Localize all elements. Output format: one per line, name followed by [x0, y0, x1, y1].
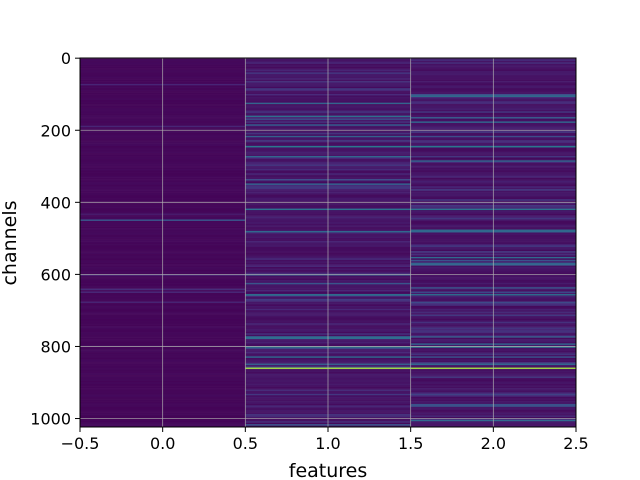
y-tick-label: 800 — [40, 337, 71, 356]
x-tick-label: 0.5 — [233, 434, 258, 453]
plot-area — [79, 57, 577, 428]
y-tick-label: 1000 — [30, 410, 71, 429]
x-axis: −0.5 0.0 0.5 1.0 1.5 2.0 2.5 — [61, 427, 589, 453]
x-axis-label: features — [289, 460, 368, 480]
x-tick-label: 2.5 — [563, 434, 588, 453]
y-axis-label: channels — [0, 200, 21, 285]
x-tick-label: 0.0 — [150, 434, 175, 453]
y-tick-label: 600 — [40, 265, 71, 284]
y-axis: 0 200 400 600 800 1000 — [30, 49, 80, 429]
y-tick-label: 400 — [40, 193, 71, 212]
y-tick-label: 200 — [40, 121, 71, 140]
x-tick-label: 2.0 — [481, 434, 506, 453]
x-tick-label: 1.5 — [398, 434, 423, 453]
y-tick-label: 0 — [61, 49, 71, 68]
x-tick-label: 1.0 — [315, 434, 340, 453]
x-tick-label: −0.5 — [61, 434, 100, 453]
